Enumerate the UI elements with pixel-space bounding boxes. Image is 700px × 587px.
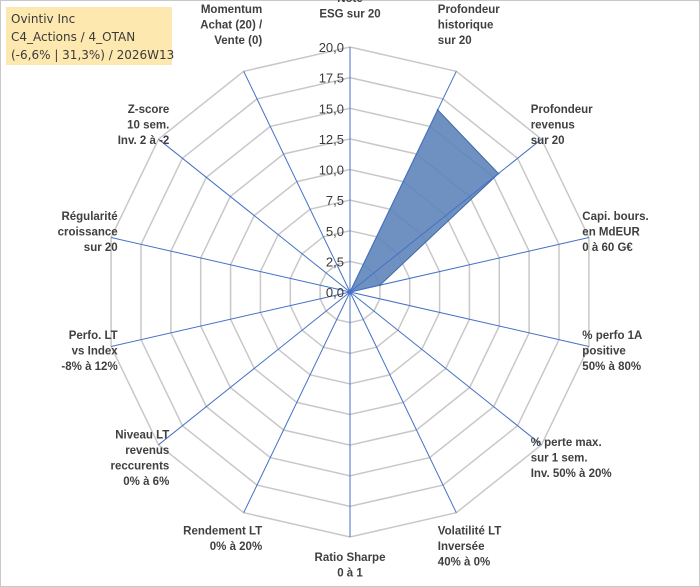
tick-label: 10,0: [319, 163, 344, 178]
series-layer: [349, 108, 500, 293]
tick-label: 5,0: [326, 224, 344, 239]
axis-spoke: [110, 291, 351, 347]
axis-spoke: [158, 291, 351, 446]
axis-label: % perte max. sur 1 sem. Inv. 50% à 20%: [531, 437, 612, 480]
performance-period: (-6,6% | 31,3%) / 2026W13: [11, 48, 175, 62]
axis-label: Z-score 10 sem. Inv. 2 à -2: [118, 104, 170, 147]
tick-label: 12,5: [319, 132, 344, 147]
axis-label: % perfo 1A positive 50% à 80%: [582, 330, 642, 373]
radar-spokes: [110, 47, 590, 537]
portfolio-label: C4_Actions / 4_OTAN: [11, 30, 136, 44]
tick-label: 7,5: [326, 193, 344, 208]
axis-label: Momentum Achat (20) / Vente (0): [200, 4, 263, 47]
axis-spoke: [349, 291, 590, 347]
axis-spoke: [243, 291, 351, 513]
axis-label: Régularité croissance sur 20: [58, 211, 118, 254]
axis-spoke: [349, 71, 457, 293]
tick-label: 2,5: [326, 254, 344, 269]
tick-label: 0,0: [326, 285, 344, 300]
axis-label: Rendement LT 0% à 20%: [183, 526, 262, 554]
tick-labels: 0,0 2,5 5,0 7,5 10,0 12,5 15,0 17,5 20,0: [319, 40, 344, 300]
axis-label: NoteESG sur 20: [319, 0, 380, 21]
info-box: Ovintiv Inc C4_Actions / 4_OTAN (-6,6% |…: [6, 7, 175, 65]
company-name: Ovintiv Inc: [11, 12, 76, 26]
axis-label: Niveau LT revenus reccurents 0% à 6%: [110, 429, 169, 488]
axis-label: Volatilité LT Inversée 40% à 0%: [438, 526, 501, 569]
axis-label: Perfo. LT vs Index -8% à 12%: [61, 330, 118, 373]
axis-spoke: [349, 291, 457, 513]
axis-label: Capi. bours. en MdEUR 0 à 60 G€: [582, 211, 648, 254]
axis-spoke: [349, 237, 590, 293]
tick-label: 20,0: [319, 40, 344, 55]
axis-spoke: [349, 291, 542, 446]
axis-label: Profondeur revenus sur 20: [531, 104, 593, 147]
axis-label: Ratio Sharpe 0 à 1: [315, 552, 386, 580]
axis-spoke: [243, 71, 351, 293]
axis-label: Profondeur historique sur 20: [438, 4, 500, 47]
axis-spoke: [158, 138, 351, 293]
tick-label: 17,5: [319, 71, 344, 86]
axis-spoke: [110, 237, 351, 293]
tick-label: 15,0: [319, 101, 344, 116]
axis-spoke: [349, 138, 542, 293]
